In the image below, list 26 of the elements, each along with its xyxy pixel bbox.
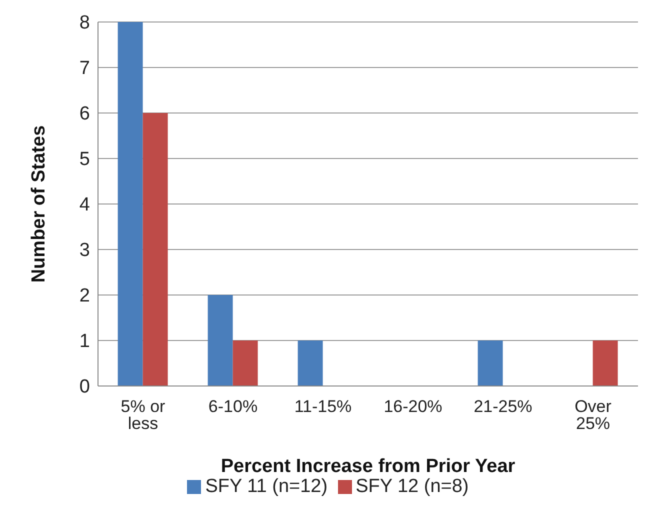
y-tick-label: 8 (79, 12, 90, 34)
y-tick-label: 6 (79, 104, 90, 125)
y-tick-label: 5 (79, 149, 90, 170)
y-tick-label: 4 (79, 194, 90, 216)
x-tick-label: 5% or less (120, 397, 166, 434)
bar (118, 22, 143, 386)
bar (232, 340, 258, 386)
x-tick-label: 6-10% (208, 397, 258, 416)
y-tick-label: 0 (79, 376, 90, 398)
x-tick-label: 21-25% (474, 397, 532, 416)
y-tick-label: 1 (79, 331, 90, 352)
legend-label: SFY 12 (n=8) (356, 476, 469, 497)
y-tick-label: 7 (79, 58, 90, 80)
y-tick-label: 3 (79, 240, 90, 262)
bar (298, 340, 323, 386)
x-tick-label: 16-20% (384, 397, 442, 416)
bar (478, 340, 503, 386)
legend-label: SFY 11 (n=12) (205, 476, 328, 497)
y-tick-label: 2 (79, 286, 90, 307)
bar (142, 113, 168, 386)
y-axis-title: Number of States (28, 125, 50, 283)
x-tick-label: Over 25% (574, 397, 612, 434)
x-tick-label: 11-15% (294, 397, 352, 416)
bar (592, 340, 618, 386)
bar (208, 295, 233, 386)
x-axis-title: Percent Increase from Prior Year (220, 456, 516, 477)
